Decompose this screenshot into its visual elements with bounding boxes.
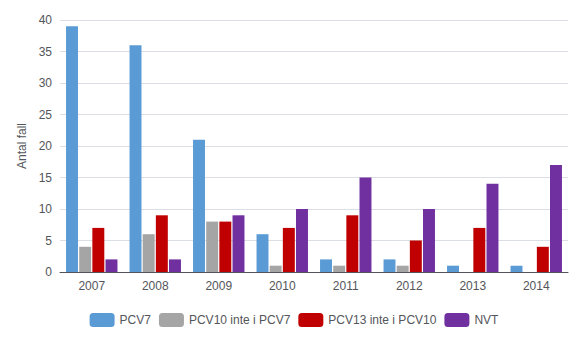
svg-text:10: 10 <box>39 202 53 216</box>
svg-text:PCV13 inte i PCV10: PCV13 inte i PCV10 <box>328 313 436 327</box>
svg-text:2013: 2013 <box>459 279 486 293</box>
svg-text:2014: 2014 <box>523 279 550 293</box>
svg-text:20: 20 <box>39 139 53 153</box>
svg-text:5: 5 <box>45 234 52 248</box>
svg-text:PCV7: PCV7 <box>120 313 152 327</box>
svg-text:25: 25 <box>39 108 53 122</box>
svg-text:0: 0 <box>45 265 52 279</box>
svg-text:15: 15 <box>39 171 53 185</box>
svg-text:2011: 2011 <box>333 279 359 293</box>
svg-text:2012: 2012 <box>396 279 423 293</box>
svg-text:2010: 2010 <box>269 279 296 293</box>
svg-text:2008: 2008 <box>142 279 169 293</box>
svg-text:40: 40 <box>39 13 53 27</box>
svg-text:NVT: NVT <box>474 313 499 327</box>
svg-text:30: 30 <box>39 76 53 90</box>
svg-text:35: 35 <box>39 45 53 59</box>
svg-text:2007: 2007 <box>78 279 105 293</box>
svg-text:Antal fall: Antal fall <box>15 123 29 169</box>
svg-text:PCV10 inte i PCV7: PCV10 inte i PCV7 <box>189 313 291 327</box>
svg-text:2009: 2009 <box>205 279 232 293</box>
